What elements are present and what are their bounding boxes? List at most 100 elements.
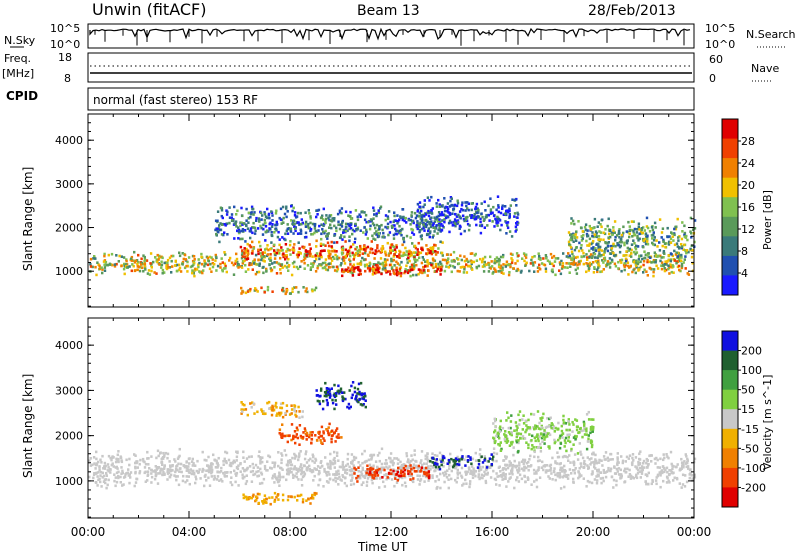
power-cell — [398, 256, 401, 259]
power-cell — [436, 232, 439, 235]
power-cell — [408, 269, 411, 272]
power-cell — [240, 253, 244, 257]
power-cell — [542, 257, 545, 260]
power-cell — [413, 256, 416, 259]
nave-label: Nave — [751, 62, 779, 75]
velocity-cell — [292, 467, 296, 471]
power-cell — [558, 269, 561, 272]
power-cell — [340, 223, 343, 226]
power-cell — [620, 269, 623, 273]
velocity-cell — [300, 472, 303, 476]
power-cell — [652, 238, 656, 242]
power-cell — [475, 265, 478, 269]
velocity-cell — [298, 454, 301, 458]
velocity-cell — [359, 476, 362, 480]
velocity-cell — [207, 470, 211, 474]
power-cell — [438, 218, 441, 221]
power-cell — [142, 254, 145, 257]
power-cell — [327, 256, 331, 260]
velocity-cell — [369, 473, 372, 476]
power-cell — [356, 249, 359, 253]
power-cell — [393, 211, 396, 214]
velocity-cell — [174, 460, 177, 463]
velocity-cell — [469, 480, 472, 483]
power-cell — [299, 229, 303, 233]
power-cell — [228, 206, 231, 209]
velocity-cell — [564, 436, 568, 440]
velocity-cell — [134, 454, 137, 457]
velocity-cell — [110, 463, 113, 467]
velocity-cell — [562, 418, 565, 422]
velocity-cell — [586, 456, 589, 459]
velocity-cell — [191, 457, 194, 461]
power-cell — [303, 255, 306, 259]
velocity-cell — [380, 447, 384, 451]
power-cell — [342, 229, 345, 232]
power-cell — [103, 252, 106, 256]
power-cell — [552, 254, 556, 258]
velocity-cell — [96, 484, 99, 487]
power-cell — [280, 263, 284, 266]
velocity-cell — [153, 477, 157, 481]
velocity-cell — [492, 469, 495, 473]
velocity-cell — [466, 459, 470, 462]
power-cell — [247, 252, 250, 255]
power-cell — [576, 255, 579, 259]
velocity-cell — [546, 432, 550, 435]
velocity-cell — [638, 452, 641, 456]
power-cell — [495, 220, 499, 223]
power-cell — [148, 273, 152, 276]
velocity-cell — [559, 487, 563, 490]
velocity-cell — [616, 456, 619, 459]
power-cell — [353, 241, 356, 244]
power-cell — [329, 219, 332, 222]
power-cell — [399, 266, 403, 269]
power-cell — [585, 262, 588, 265]
power-cell — [412, 251, 415, 254]
power-cell — [396, 273, 399, 277]
velocity-cell — [341, 474, 344, 477]
power-cell — [470, 261, 474, 264]
velocity-cell — [693, 457, 697, 461]
velocity-cell — [535, 472, 538, 475]
velocity-cell — [367, 458, 371, 462]
velocity-cell — [368, 475, 372, 478]
velocity-cell — [615, 467, 619, 471]
velocity-cell — [454, 478, 457, 482]
velocity-cell — [299, 465, 302, 469]
velocity-cell — [663, 466, 666, 470]
power-cell — [133, 250, 136, 254]
velocity-cell — [613, 466, 616, 469]
velocity-cell — [178, 447, 181, 451]
power-cell — [206, 263, 210, 267]
power-cell — [492, 214, 496, 218]
velocity-cell — [353, 466, 356, 470]
velocity-cell — [424, 471, 428, 474]
power-cell — [125, 258, 128, 261]
velocity-cell — [538, 435, 541, 438]
power-cell — [513, 215, 516, 218]
power-cell — [285, 207, 288, 210]
velocity-cell — [297, 470, 300, 473]
power-cell — [261, 251, 264, 254]
velocity-cell — [329, 464, 332, 467]
velocity-cell — [299, 434, 303, 438]
power-cell — [349, 263, 352, 266]
velocity-cell — [384, 459, 388, 462]
power-cell — [387, 254, 391, 257]
velocity-cell — [551, 456, 554, 460]
velocity-cell — [94, 467, 97, 470]
velocity-cell — [313, 467, 316, 470]
power-cell — [447, 221, 451, 225]
velocity-cell — [290, 438, 293, 442]
power-cell — [654, 253, 657, 256]
power-cell — [259, 224, 262, 228]
velocity-cell — [220, 466, 223, 470]
power-cell — [341, 238, 344, 241]
power-cell — [646, 238, 649, 241]
velocity-cell — [120, 459, 123, 462]
velocity-cell — [409, 470, 412, 473]
velocity-cell — [520, 467, 524, 471]
velocity-cell — [511, 466, 514, 469]
velocity-cell — [660, 469, 664, 472]
